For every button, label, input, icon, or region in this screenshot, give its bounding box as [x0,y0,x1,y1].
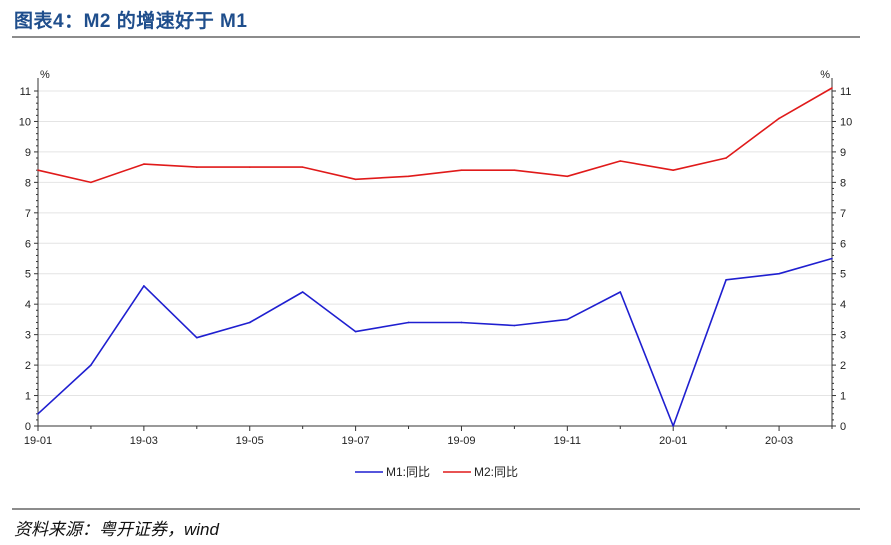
data-point [566,318,569,321]
y-tick-label-right: 0 [840,421,846,433]
data-point [407,321,410,324]
y-tick-label-left: 3 [25,330,31,342]
data-point [143,163,145,165]
data-point [196,166,198,168]
y-tick-label-right: 6 [840,238,846,250]
y-tick-label-left: 0 [25,421,31,433]
y-tick-label-left: 2 [25,360,31,372]
series-line-m1 [37,257,833,427]
source-divider [12,508,860,510]
data-point [460,321,463,324]
data-point [725,157,727,159]
x-tick-label: 19-11 [554,435,581,447]
x-tick-label: 19-01 [24,435,52,447]
legend-entry: M1:同比 [386,465,430,479]
x-tick-label: 20-01 [659,435,687,447]
title-divider [12,36,860,38]
data-point [37,169,39,171]
y-tick-label-right: 1 [840,391,846,403]
y-tick-label-right: 2 [840,360,846,372]
data-point [354,330,357,333]
data-point [407,175,410,178]
data-point [619,160,622,162]
y-tick-label-right: 4 [840,299,846,311]
data-point [619,291,622,293]
y-tick-label-right: 9 [840,147,846,159]
data-point [672,169,674,171]
data-point [143,285,145,287]
data-point [778,272,780,275]
y-tick-label-left: 9 [25,147,31,159]
data-point [90,364,92,366]
y-tick-label-left: 6 [25,238,31,250]
data-point [725,279,727,281]
y-tick-label-right: 3 [840,330,846,342]
data-point [354,178,357,181]
y-tick-label-left: 5 [25,269,31,281]
y-tick-label-right: 5 [840,269,846,281]
data-point [831,257,833,260]
data-point [778,117,780,120]
data-point [37,413,39,415]
y-tick-label-right: 10 [840,116,852,128]
x-tick-label: 20-03 [765,435,793,447]
data-point [90,181,92,184]
data-point [513,169,516,171]
series-line-m2 [37,87,833,184]
data-point [831,87,833,89]
data-point [672,425,674,427]
data-point [248,166,251,168]
y-unit-right: % [820,69,830,81]
y-tick-label-left: 1 [25,391,31,403]
x-tick-label: 19-05 [236,435,264,447]
y-tick-label-right: 11 [840,86,851,98]
y-tick-label-right: 7 [840,208,846,220]
data-point [248,321,251,324]
data-point [513,324,516,327]
x-tick-label: 19-09 [447,435,475,447]
y-tick-label-left: 4 [25,299,31,311]
data-point [460,169,463,171]
x-tick-label: 19-03 [130,435,158,447]
source-note: 资料来源：粤开证券，wind [14,520,219,539]
y-tick-label-left: 8 [25,177,31,189]
y-tick-label-left: 7 [25,208,31,220]
y-unit-left: % [40,69,50,81]
x-tick-label: 19-07 [342,435,370,447]
data-point [301,291,304,293]
chart-title: 图表4：M2 的增速好于 M1 [14,11,248,32]
data-point [566,175,569,178]
y-tick-label-left: 11 [20,86,31,98]
data-point [196,336,198,339]
legend-entry: M2:同比 [474,465,518,479]
data-point [301,166,304,168]
y-tick-label-right: 8 [840,177,846,189]
y-tick-label-left: 10 [19,116,31,128]
